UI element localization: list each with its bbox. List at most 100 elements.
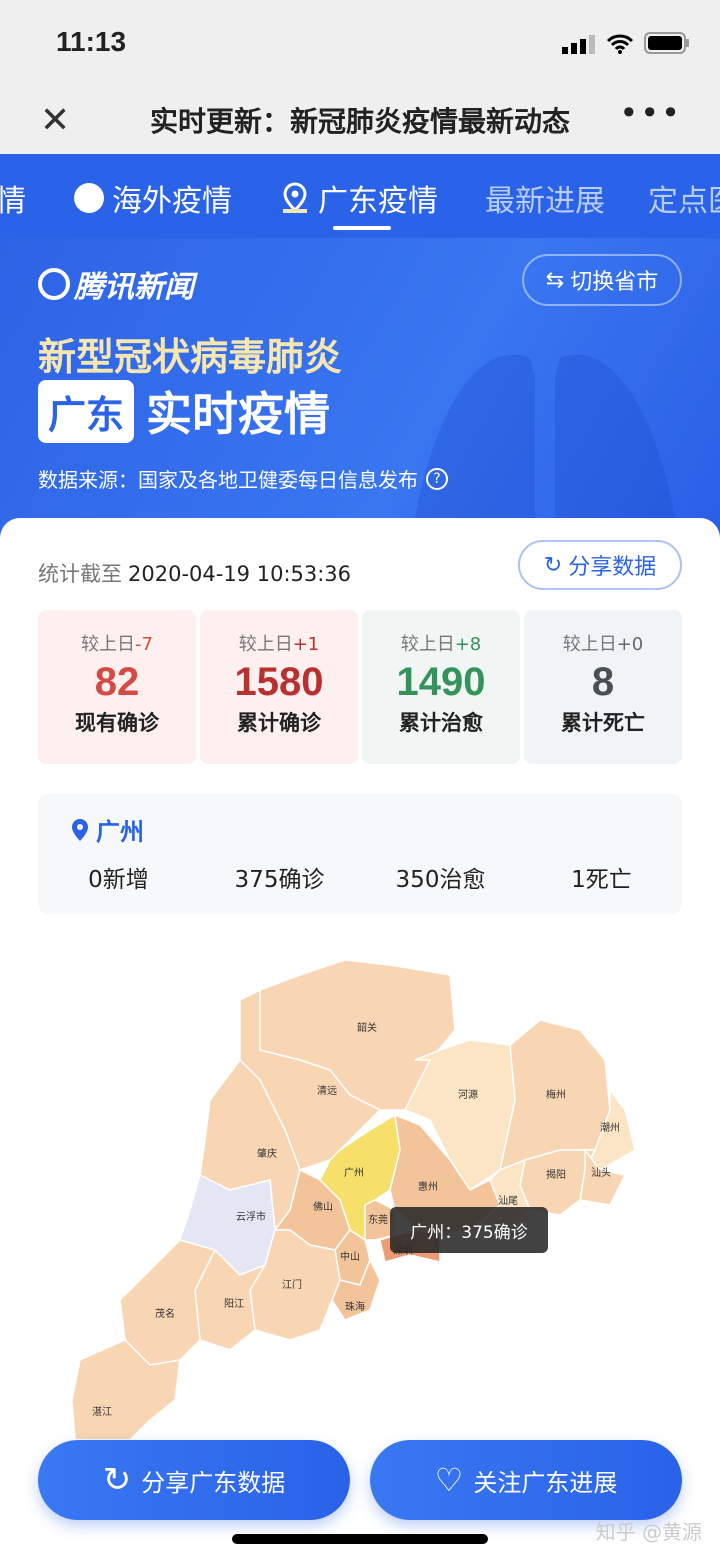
stat-card: 较上日+8 1490 累计治愈	[362, 610, 520, 764]
tencent-news-logo: 腾讯新闻	[38, 262, 194, 306]
delta-value: +0	[616, 634, 644, 655]
stat-value: 82	[94, 660, 140, 704]
map-region-label: 揭阳	[546, 1168, 566, 1181]
guangdong-map[interactable]: 韶关清远河源梅州潮州肇庆广州惠州揭阳汕头汕尾云浮市佛山东莞深圳中山珠海江门阳江茂…	[0, 940, 720, 1440]
tab-domestic[interactable]: 情	[0, 176, 26, 220]
stat-delta: 较上日+8	[362, 630, 520, 656]
tab-latest[interactable]: 最新进展	[485, 176, 605, 220]
stat-value: 8	[591, 660, 615, 704]
lung-illustration	[410, 354, 680, 548]
map-region[interactable]	[331, 1258, 381, 1321]
delta-value: -7	[135, 634, 153, 655]
tab-label: 情	[0, 184, 26, 219]
stat-card: 较上日+0 8 累计死亡	[524, 610, 682, 764]
city-cured: 350治愈	[395, 867, 486, 893]
battery-icon	[644, 32, 689, 54]
subheadline: 实时疫情	[146, 387, 331, 441]
stat-label: 累计死亡	[561, 711, 645, 735]
stat-delta: 较上日+0	[524, 630, 682, 656]
map-region-label: 潮州	[600, 1121, 620, 1134]
tab-guangdong[interactable]: 广东疫情	[280, 176, 438, 220]
map-region-label: 惠州	[418, 1180, 438, 1193]
tab-label: 最新进展	[485, 184, 605, 219]
logo-text: 腾讯新闻	[74, 270, 194, 305]
stat-value: 1490	[396, 660, 486, 704]
follow-guangdong-button[interactable]: ♡ 关注广东进展	[370, 1440, 682, 1520]
active-tab-indicator	[333, 226, 391, 230]
tab-overseas[interactable]: 海外疫情	[74, 176, 232, 220]
delta-value: +8	[454, 634, 482, 655]
map-region-label: 湛江	[92, 1406, 112, 1418]
more-icon[interactable]: •••	[619, 94, 682, 132]
delta-label: 较上日	[238, 634, 293, 655]
share-label: 分享广东数据	[141, 1468, 286, 1497]
stat-delta: 较上日-7	[38, 630, 196, 656]
tab-label: 定点医院	[648, 184, 720, 219]
map-region-label: 中山	[340, 1250, 360, 1263]
follow-label: 关注广东进展	[473, 1468, 618, 1497]
map-region-label: 茂名	[155, 1307, 175, 1320]
tab-hospitals[interactable]: 定点医院	[648, 176, 720, 220]
map-region-label: 阳江	[224, 1298, 244, 1310]
page-title: 实时更新：新冠肺炎疫情最新动态	[150, 105, 571, 138]
map-region[interactable]	[119, 1239, 217, 1366]
city-summary: 广州 0新增 375确诊 350治愈 1死亡	[38, 794, 682, 914]
as-of: 统计截至 2020-04-19 10:53:36	[38, 558, 351, 588]
as-of-time: 2020-04-19 10:53:36	[128, 562, 352, 586]
tab-bar: 情 海外疫情 广东疫情 最新进展 定点医院	[0, 154, 720, 238]
stat-label: 累计治愈	[399, 711, 483, 735]
nav-bar: ✕ 实时更新：新冠肺炎疫情最新动态 •••	[0, 86, 720, 154]
share-icon: ↻	[102, 1460, 132, 1500]
city-confirmed: 375确诊	[234, 867, 325, 893]
map-region-label: 清远	[317, 1084, 337, 1097]
wifi-icon	[606, 34, 634, 54]
map-region-label: 东莞	[368, 1213, 388, 1226]
delta-label: 较上日	[562, 634, 617, 655]
city-new: 0新增	[88, 867, 149, 893]
province-badge: 广东	[38, 379, 135, 443]
heart-plus-icon: ♡	[434, 1461, 464, 1499]
map-region-label: 河源	[458, 1088, 478, 1101]
help-icon[interactable]: ?	[426, 467, 448, 490]
stat-value: 1580	[234, 660, 324, 704]
map-region-label: 梅州	[546, 1088, 566, 1101]
city-deaths: 1死亡	[571, 867, 632, 893]
switch-region-button[interactable]: ⇆ 切换省市	[522, 254, 682, 306]
data-source: 数据来源：国家及各地卫健委每日信息发布	[38, 468, 418, 492]
share-data-button[interactable]: ↻ 分享数据	[518, 540, 682, 590]
map-region-label: 云浮市	[236, 1210, 266, 1223]
share-label: 分享数据	[568, 555, 657, 580]
stat-card: 较上日-7 82 现有确诊	[38, 610, 196, 764]
map-region-label: 珠海	[345, 1300, 365, 1313]
city-name: 广州	[96, 818, 144, 846]
stat-delta: 较上日+1	[200, 630, 358, 656]
map-region[interactable]	[579, 1147, 627, 1206]
swap-icon: ⇆	[545, 267, 565, 293]
delta-label: 较上日	[400, 634, 455, 655]
map-region[interactable]	[403, 1039, 516, 1192]
switch-label: 切换省市	[570, 270, 659, 295]
signal-icon	[562, 35, 595, 54]
map-region-label: 广州	[344, 1167, 364, 1179]
tab-label: 广东疫情	[318, 184, 438, 219]
map-region-label: 韶关	[357, 1021, 377, 1034]
banner: 腾讯新闻 ⇆ 切换省市 新型冠状病毒肺炎 广东 实时疫情 数据来源：国家及各地卫健委…	[0, 238, 720, 548]
map-region-label: 汕头	[591, 1167, 611, 1179]
map-tooltip: 广州：375确诊	[390, 1207, 548, 1253]
share-guangdong-button[interactable]: ↻ 分享广东数据	[38, 1440, 350, 1520]
logo-icon	[38, 268, 70, 300]
location-pin-icon	[72, 818, 88, 841]
tab-label: 海外疫情	[112, 184, 232, 219]
clock: 11:13	[56, 26, 127, 57]
delta-value: +1	[292, 634, 320, 655]
close-icon[interactable]: ✕	[40, 100, 71, 141]
map-region-label: 佛山	[313, 1200, 333, 1213]
map-region-label: 汕尾	[498, 1195, 518, 1207]
as-of-label: 统计截至	[38, 562, 122, 586]
globe-icon	[74, 183, 104, 213]
status-bar: 11:13	[0, 0, 720, 86]
watermark: 知乎 @黄源	[595, 1520, 702, 1544]
map-region-label: 江门	[282, 1278, 302, 1291]
stat-label: 现有确诊	[75, 711, 159, 735]
map-region[interactable]	[71, 1339, 181, 1440]
